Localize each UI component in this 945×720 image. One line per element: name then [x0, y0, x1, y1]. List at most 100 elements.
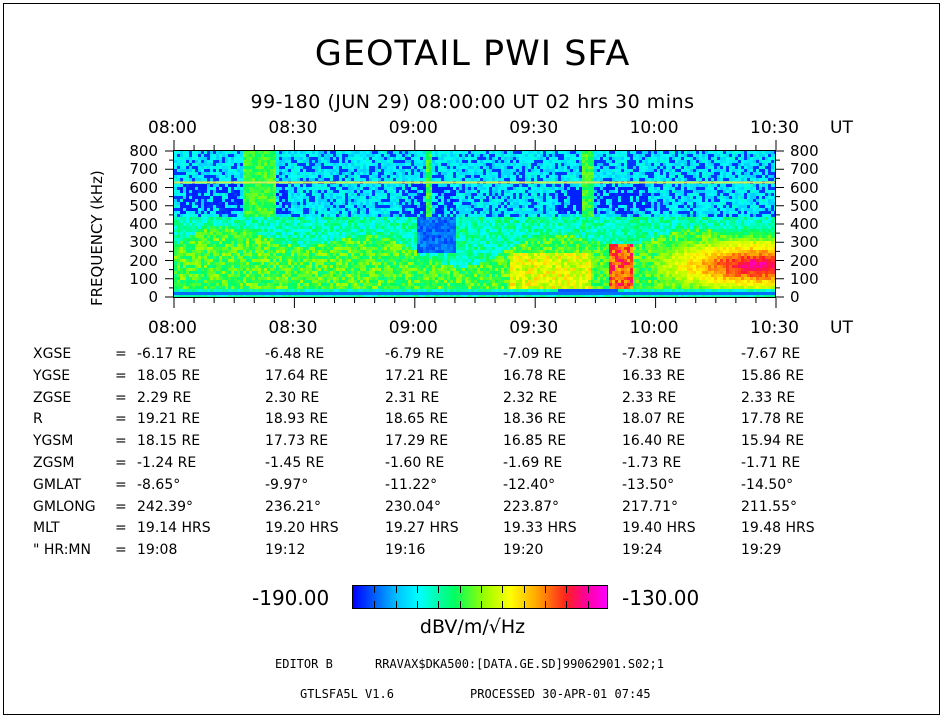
- spectrogram-cell: [426, 256, 429, 259]
- spectrogram-cell: [384, 247, 387, 250]
- spectrogram-cell: [258, 211, 261, 214]
- spectrogram-cell: [444, 241, 447, 244]
- spectrogram-cell: [459, 208, 462, 211]
- spectrogram-cell: [294, 232, 297, 235]
- spectrogram-cell: [228, 244, 231, 247]
- spectrogram-cell: [429, 175, 432, 178]
- spectrogram-cell: [321, 286, 324, 289]
- spectrogram-cell: [183, 274, 186, 277]
- spectrogram-cell: [174, 166, 177, 169]
- spectrogram-cell: [210, 268, 213, 271]
- spectrogram-cell: [294, 175, 297, 178]
- spectrogram-cell: [264, 211, 267, 214]
- spectrogram-cell: [405, 268, 408, 271]
- spectrogram-cell: [342, 214, 345, 217]
- spectrogram-cell: [414, 229, 417, 232]
- spectrogram-cell: [189, 190, 192, 193]
- spectrogram-cell: [432, 169, 435, 172]
- spectrogram-cell: [207, 190, 210, 193]
- spectrogram-cell: [177, 172, 180, 175]
- spectrogram-cell: [435, 163, 438, 166]
- spectrogram-cell: [324, 292, 327, 295]
- spectrogram-cell: [183, 190, 186, 193]
- spectrogram-cell: [192, 286, 195, 289]
- spectrogram-cell: [441, 268, 444, 271]
- spectrogram-cell: [330, 229, 333, 232]
- spectrogram-cell: [279, 169, 282, 172]
- spectrogram-cell: [459, 160, 462, 163]
- spectrogram-cell: [372, 247, 375, 250]
- spectrogram-cell: [432, 178, 435, 181]
- spectrogram-cell: [228, 214, 231, 217]
- spectrogram-cell: [213, 253, 216, 256]
- spectrogram-cell: [360, 220, 363, 223]
- spectrogram-cell: [462, 262, 465, 265]
- spectrogram-cell: [312, 193, 315, 196]
- spectrogram-cell: [180, 157, 183, 160]
- spectrogram-cell: [285, 226, 288, 229]
- spectrogram-cell: [372, 199, 375, 202]
- spectrogram-cell: [450, 160, 453, 163]
- spectrogram-cell: [228, 295, 231, 297]
- spectrogram-cell: [273, 196, 276, 199]
- spectrogram-cell: [174, 259, 177, 262]
- spectrogram-cell: [447, 193, 450, 196]
- spectrogram-cell: [306, 265, 309, 268]
- spectrogram-cell: [405, 205, 408, 208]
- spectrogram-cell: [330, 289, 333, 292]
- spectrogram-cell: [345, 292, 348, 295]
- spectrogram-cell: [465, 160, 468, 163]
- spectrogram-cell: [387, 277, 390, 280]
- spectrogram-cell: [468, 256, 471, 259]
- spectrogram-cell: [213, 154, 216, 157]
- spectrogram-cell: [450, 253, 453, 256]
- spectrogram-cell: [192, 211, 195, 214]
- spectrogram-cell: [420, 283, 423, 286]
- spectrogram-cell: [369, 235, 372, 238]
- spectrogram-cell: [402, 172, 405, 175]
- spectrogram-cell: [420, 280, 423, 283]
- spectrogram-cell: [342, 232, 345, 235]
- spectrogram-cell: [195, 217, 198, 220]
- spectrogram-cell: [402, 190, 405, 193]
- spectrogram-cell: [444, 211, 447, 214]
- spectrogram-cell: [306, 247, 309, 250]
- spectrogram-cell: [213, 205, 216, 208]
- spectrogram-cell: [432, 289, 435, 292]
- spectrogram-cell: [204, 268, 207, 271]
- spectrogram-cell: [354, 280, 357, 283]
- spectrogram-cell: [216, 169, 219, 172]
- spectrogram-cell: [243, 157, 246, 160]
- spectrogram-cell: [390, 262, 393, 265]
- spectrogram-cell: [402, 262, 405, 265]
- spectrogram-cell: [201, 205, 204, 208]
- spectrogram-cell: [360, 277, 363, 280]
- spectrogram-cell: [375, 211, 378, 214]
- spectrogram-cell: [297, 151, 300, 154]
- spectrogram-cell: [303, 235, 306, 238]
- spectrogram-cell: [261, 253, 264, 256]
- spectrogram-cell: [435, 157, 438, 160]
- spectrogram-cell: [288, 202, 291, 205]
- spectrogram-cell: [294, 268, 297, 271]
- spectrogram-cell: [345, 211, 348, 214]
- spectrogram-cell: [354, 235, 357, 238]
- spectrogram-cell: [342, 262, 345, 265]
- spectrogram-cell: [174, 226, 177, 229]
- spectrogram-cell: [282, 169, 285, 172]
- spectrogram-cell: [267, 157, 270, 160]
- spectrogram-cell: [411, 157, 414, 160]
- spectrogram-cell: [363, 166, 366, 169]
- spectrogram-cell: [201, 163, 204, 166]
- spectrogram-cell: [381, 172, 384, 175]
- spectrogram-cell: [468, 280, 471, 283]
- spectrogram-cell: [285, 274, 288, 277]
- spectrogram-cell: [291, 280, 294, 283]
- spectrogram-cell: [291, 169, 294, 172]
- spectrogram-cell: [207, 184, 210, 187]
- spectrogram-cell: [255, 166, 258, 169]
- spectrogram-cell: [369, 154, 372, 157]
- spectrogram-cell: [447, 157, 450, 160]
- spectrogram-cell: [312, 244, 315, 247]
- spectrogram-cell: [234, 259, 237, 262]
